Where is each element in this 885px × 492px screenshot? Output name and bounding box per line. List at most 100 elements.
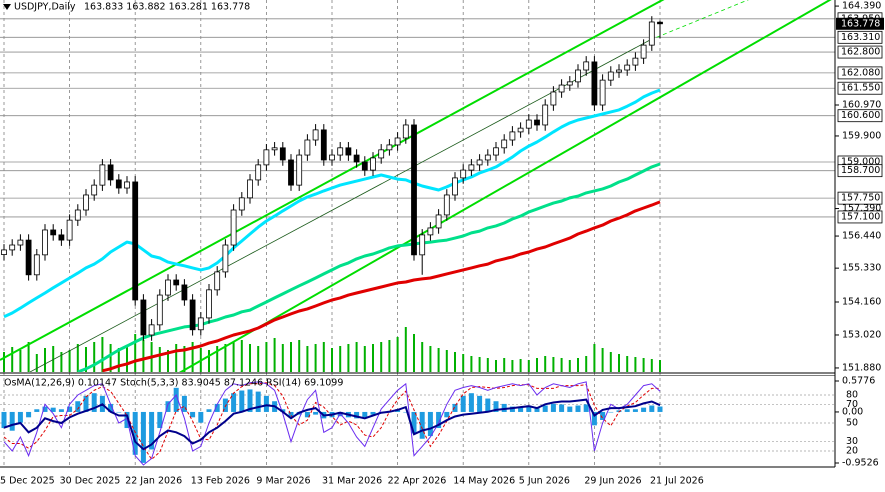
volume-bar bbox=[618, 354, 620, 372]
volume-bar bbox=[158, 347, 161, 372]
osma-bar bbox=[583, 404, 589, 412]
candle-body bbox=[361, 161, 368, 171]
candle-body bbox=[624, 64, 631, 71]
candle-body bbox=[402, 124, 409, 139]
x-tick-label: 21 Jul 2026 bbox=[650, 476, 704, 487]
candle-body bbox=[616, 69, 622, 73]
y-tick-label: 157.390 bbox=[842, 203, 881, 214]
candle-body bbox=[525, 119, 532, 129]
candle-body bbox=[288, 159, 294, 186]
osma-bar bbox=[354, 411, 360, 419]
x-tick-label: 25 Dec 2025 bbox=[0, 476, 55, 487]
osma-bar bbox=[575, 405, 581, 412]
osma-bar bbox=[222, 398, 228, 412]
osma-bar bbox=[632, 409, 638, 412]
osma-bar bbox=[657, 406, 663, 412]
osma-bar bbox=[140, 411, 146, 463]
level-label: 158.700 bbox=[841, 165, 880, 176]
candle-body bbox=[370, 157, 376, 171]
volume-bar bbox=[68, 350, 71, 372]
osma-bar bbox=[149, 411, 155, 450]
x-tick-label: 5 Jun 2026 bbox=[519, 476, 570, 487]
candle-body bbox=[25, 239, 32, 276]
time-axis: 25 Dec 2025 30 Dec 2025 22 Jan 2026 13 Feb … bbox=[0, 476, 704, 487]
candle-body bbox=[509, 131, 516, 141]
osma-bar bbox=[9, 411, 15, 431]
candle-body bbox=[189, 299, 196, 331]
volume bbox=[3, 327, 661, 372]
candle-body bbox=[484, 154, 491, 161]
x-tick-label: 22 Jan 2026 bbox=[125, 476, 182, 487]
candle-body bbox=[575, 69, 581, 83]
volume-bar bbox=[208, 350, 210, 372]
volume-bar bbox=[322, 342, 325, 372]
volume-bar bbox=[109, 344, 112, 372]
candle-body bbox=[107, 164, 114, 181]
moving-averages bbox=[3, 88, 661, 372]
candle-body bbox=[165, 279, 171, 296]
candle-body bbox=[337, 147, 344, 156]
menu-arrow[interactable] bbox=[3, 4, 11, 10]
volume-bar bbox=[224, 344, 227, 372]
candles bbox=[1, 16, 663, 341]
volume-bar bbox=[511, 360, 514, 372]
candle-body bbox=[320, 129, 327, 161]
volume-bar bbox=[11, 347, 14, 372]
volume-bar bbox=[404, 327, 407, 372]
candle-body bbox=[181, 284, 188, 301]
ohlc-text: 163.833 163.882 163.281 163.778 bbox=[84, 2, 250, 13]
osma-bar bbox=[624, 409, 630, 412]
candle-body bbox=[558, 84, 565, 93]
candle-body bbox=[197, 317, 204, 331]
volume-bar bbox=[76, 344, 79, 372]
volume-bar bbox=[117, 348, 120, 372]
candle-body bbox=[566, 81, 573, 86]
osma-bar bbox=[214, 403, 220, 412]
y-tick-label: -0.9526 bbox=[842, 458, 879, 469]
osma-bar bbox=[17, 411, 23, 423]
volume-bar bbox=[593, 344, 596, 372]
osma-bar bbox=[34, 409, 40, 412]
volume-bar bbox=[388, 340, 391, 372]
level-box bbox=[837, 45, 883, 59]
candle-body bbox=[493, 147, 499, 156]
osma-bar bbox=[26, 411, 32, 418]
y-tick-label: 70 bbox=[846, 399, 858, 410]
osma-bar bbox=[108, 403, 114, 412]
osma-bar bbox=[42, 406, 48, 412]
candle-body bbox=[50, 229, 57, 236]
candle-body bbox=[419, 234, 426, 256]
osma-bar bbox=[600, 411, 606, 420]
volume-bar bbox=[3, 352, 5, 372]
volume-bar bbox=[27, 342, 30, 372]
price-pane bbox=[0, 0, 835, 372]
osma-bar bbox=[83, 395, 89, 412]
level-label: 157.750 bbox=[841, 193, 880, 204]
volume-bar bbox=[265, 342, 268, 372]
candle-body bbox=[42, 229, 48, 256]
symbol-title: USDJPY,Daily bbox=[14, 2, 76, 13]
candle-body bbox=[66, 219, 73, 241]
osma-bar bbox=[559, 404, 565, 412]
volume-bar bbox=[650, 359, 653, 372]
level-label: 159.000 bbox=[841, 156, 880, 167]
y-tick-label: 50 bbox=[846, 418, 858, 429]
volume-bar bbox=[585, 356, 588, 372]
candle-body bbox=[476, 159, 483, 166]
y-tick-label: 155.330 bbox=[842, 263, 881, 274]
osma-bar bbox=[641, 407, 647, 412]
volume-bar bbox=[257, 346, 260, 372]
osma-bar bbox=[157, 411, 163, 429]
candle-body bbox=[452, 177, 458, 196]
volume-bar bbox=[380, 342, 383, 372]
osma-bar bbox=[649, 405, 655, 412]
channel-upper bbox=[0, 0, 665, 361]
candle-body bbox=[271, 147, 278, 151]
osma-bar bbox=[550, 403, 556, 412]
osma-bar bbox=[485, 398, 491, 412]
y-tick-label: 154.160 bbox=[842, 296, 881, 307]
candle-body bbox=[1, 249, 7, 255]
candle-body bbox=[386, 144, 393, 151]
volume-bar bbox=[331, 348, 333, 372]
candle-body bbox=[222, 244, 229, 273]
